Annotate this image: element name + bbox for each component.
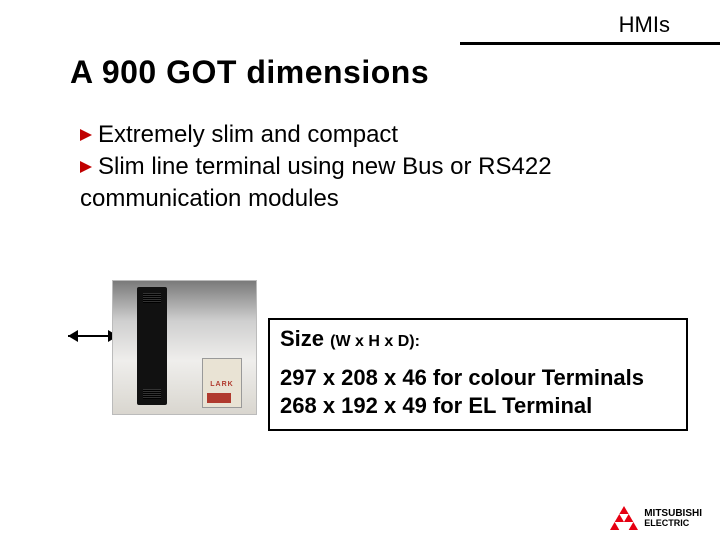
infobox-title-main: Size xyxy=(280,326,330,351)
device-silhouette xyxy=(137,287,167,405)
infobox-line: 297 x 208 x 46 for colour Terminals xyxy=(280,364,676,392)
reference-box-band xyxy=(207,393,231,403)
bullet-list: Extremely slim and compact Slim line ter… xyxy=(80,120,680,216)
photo-frame: LARK xyxy=(112,280,257,415)
infobox-title: Size (W x H x D): xyxy=(280,326,676,352)
product-photo: LARK xyxy=(112,280,257,415)
brand-logo: MITSUBISHI ELECTRIC xyxy=(610,506,702,530)
infobox-title-sub: (W x H x D): xyxy=(330,333,420,350)
brand-line1: MITSUBISHI xyxy=(644,509,702,519)
page-title: A 900 GOT dimensions xyxy=(70,54,429,91)
header-rule xyxy=(460,42,720,45)
infobox-line: 268 x 192 x 49 for EL Terminal xyxy=(280,392,676,420)
size-infobox: Size (W x H x D): 297 x 208 x 46 for col… xyxy=(268,318,688,431)
header-label: HMIs xyxy=(619,12,670,38)
reference-box-label: LARK xyxy=(203,381,241,388)
reference-box: LARK xyxy=(202,358,242,408)
bullet-item-continuation: communication modules xyxy=(80,184,680,214)
brand-line2: ELECTRIC xyxy=(644,519,702,528)
bullet-item: Slim line terminal using new Bus or RS42… xyxy=(80,152,680,182)
bullet-item: Extremely slim and compact xyxy=(80,120,680,150)
brand-text: MITSUBISHI ELECTRIC xyxy=(644,509,702,528)
mitsubishi-icon xyxy=(610,506,638,530)
arrow-line xyxy=(68,335,113,337)
